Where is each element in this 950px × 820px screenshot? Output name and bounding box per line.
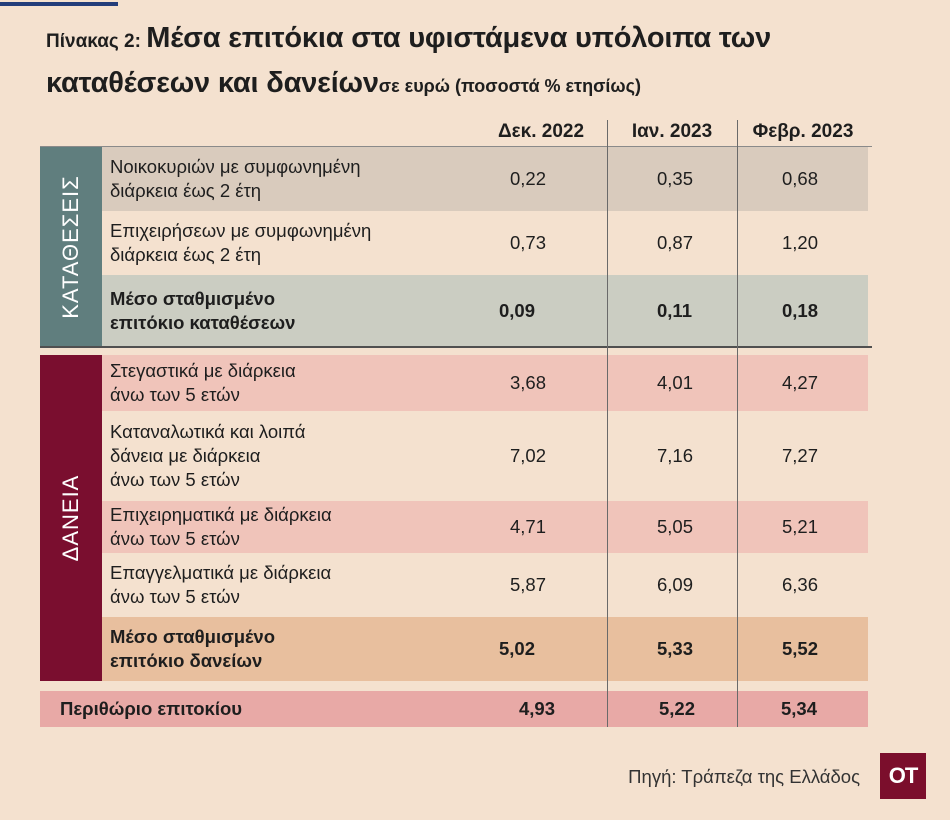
value-cell: 4,01 [657,372,694,393]
title-accent-bar [0,2,118,6]
title-prefix: Πίνακας 2: [46,31,147,52]
interest-margin-value-feb-2023: 5,34 [781,698,818,719]
value-cell: 0,09 [499,300,536,321]
title-main: Μέσα επιτόκια στα υφιστάμενα υπόλοιπα τω… [46,22,772,99]
value-cell: 5,87 [510,574,547,595]
deposits-section-title: ΚΑΤΑΘΕΣΕΙΣ [58,175,83,319]
row-label-line: επιτόκιο καταθέσεων [110,312,296,333]
row-label-line: Επιχειρηματικά με διάρκεια [110,504,332,525]
column-divider [607,120,608,727]
row-label-line: Καταναλωτικά και λοιπά [110,421,306,442]
interest-margin-value-dec-2022: 4,93 [519,698,556,719]
value-cell: 0,35 [657,168,694,189]
row-label: Νοικοκυριών με συμφωνημένη διάρκεια έως 2… [110,155,361,203]
ot-logo: OT [880,753,926,799]
row-label-line: Νοικοκυριών με συμφωνημένη [110,156,361,177]
column-divider [737,120,738,727]
value-cell: 5,33 [657,638,694,659]
row-label: Καταναλωτικά και λοιπά δάνεια με διάρκεια… [110,420,305,492]
value-cell: 4,71 [510,516,547,537]
value-cell: 0,22 [510,168,547,189]
value-cell: 0,87 [657,232,694,253]
value-cell: 6,09 [657,574,694,595]
table-row: Καταναλωτικά και λοιπά δάνεια με διάρκεια… [102,411,868,501]
value-cell: 0,18 [782,300,819,321]
table-title: Πίνακας 2: Μέσα επιτόκια στα υφιστάμενα … [46,18,926,108]
column-header-jan-2023: Ιαν. 2023 [631,121,713,142]
row-label-line: επιτόκιο δανείων [110,650,263,671]
loans-section-title: ΔΑΝΕΙΑ [58,474,83,562]
table-row: Νοικοκυριών με συμφωνημένη διάρκεια έως 2… [102,147,868,211]
row-label: Μέσο σταθμισμένο επιτόκιο δανείων [110,625,275,673]
row-label-line: Επιχειρήσεων με συμφωνημένη [110,220,372,241]
row-label: Επιχειρήσεων με συμφωνημένη διάρκεια έως … [110,219,371,267]
row-label-line: άνω των 5 ετών [110,469,240,490]
title-unit: σε ευρώ (ποσοστά % ετησίως) [378,76,641,96]
value-cell: 5,52 [782,638,819,659]
value-cell: 7,16 [657,445,694,466]
row-label-line: διάρκεια έως 2 έτη [110,244,262,265]
row-label-line: Στεγαστικά με διάρκεια [110,360,296,381]
value-cell: 0,73 [510,232,547,253]
value-cell: 4,27 [782,372,819,393]
table-row: Στεγαστικά με διάρκεια άνω των 5 ετών 3,68… [102,355,868,411]
section-divider [40,346,872,348]
value-cell: 5,02 [499,638,536,659]
table-row: Επαγγελματικά με διάρκεια άνω των 5 ετών 5… [102,553,868,617]
interest-margin-row: Περιθώριο επιτοκίου 4,93 5,22 5,34 [40,691,868,727]
row-label: Επιχειρηματικά με διάρκεια άνω των 5 ετών [110,503,332,551]
row-label-line: Μέσο σταθμισμένο [110,626,275,647]
header-divider [40,146,872,147]
value-cell: 1,20 [782,232,819,253]
value-cell: 0,11 [657,300,692,321]
deposits-average-row: Μέσο σταθμισμένο επιτόκιο καταθέσεων 0,09 0… [102,275,868,347]
value-cell: 3,68 [510,372,547,393]
row-label: Επαγγελματικά με διάρκεια άνω των 5 ετών [110,561,331,609]
table-row: Επιχειρηματικά με διάρκεια άνω των 5 ετών… [102,501,868,553]
row-label-line: άνω των 5 ετών [110,586,240,607]
row-label-line: διάρκεια έως 2 έτη [110,180,262,201]
value-cell: 0,68 [782,168,819,189]
column-header-dec-2022: Δεκ. 2022 [497,121,585,142]
interest-margin-label: Περιθώριο επιτοκίου [60,698,243,719]
interest-margin-value-jan-2023: 5,22 [659,698,696,719]
row-label: Στεγαστικά με διάρκεια άνω των 5 ετών [110,359,296,407]
row-label-line: δάνεια με διάρκεια [110,445,261,466]
row-label-line: Επαγγελματικά με διάρκεια [110,562,332,583]
column-header-feb-2023: Φεβρ. 2023 [752,121,854,142]
row-label-line: άνω των 5 ετών [110,384,240,405]
value-cell: 5,05 [657,516,694,537]
value-cell: 5,21 [782,516,819,537]
value-cell: 6,36 [782,574,819,595]
loans-section-label: ΔΑΝΕΙΑ [40,355,102,681]
value-cell: 7,27 [782,445,819,466]
row-label-line: Μέσο σταθμισμένο [110,288,275,309]
deposits-section-label: ΚΑΤΑΘΕΣΕΙΣ [40,147,102,347]
row-label-line: άνω των 5 ετών [110,528,240,549]
value-cell: 7,02 [510,445,547,466]
source-note: Πηγή: Τράπεζα της Ελλάδος [628,766,860,787]
table-row: Επιχειρήσεων με συμφωνημένη διάρκεια έως … [102,211,868,275]
row-label: Μέσο σταθμισμένο επιτόκιο καταθέσεων [110,287,295,335]
loans-average-row: Μέσο σταθμισμένο επιτόκιο δανείων 5,02 5,33… [102,617,868,681]
